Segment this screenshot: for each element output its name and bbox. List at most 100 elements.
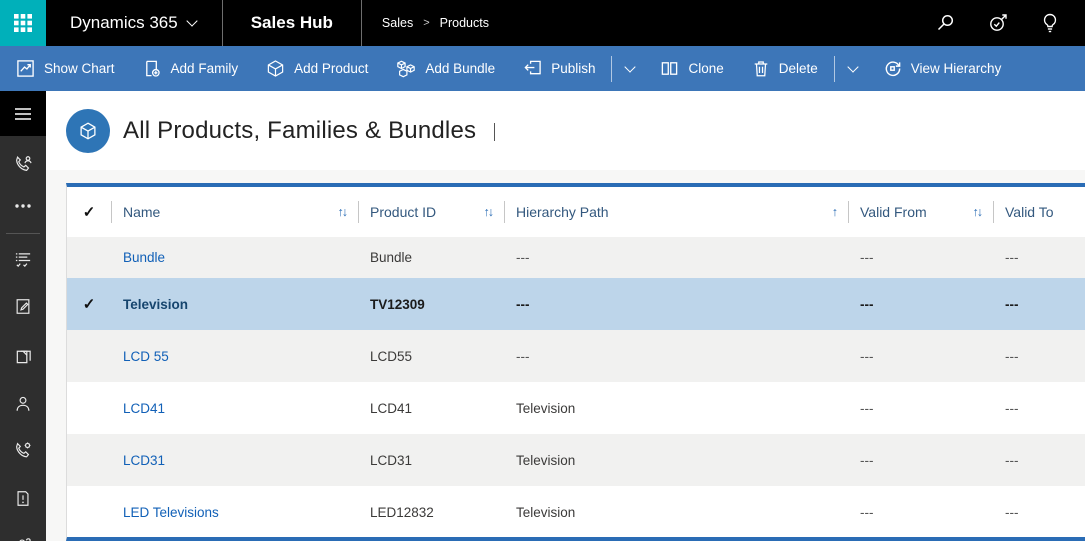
product-id-cell: TV12309	[370, 296, 425, 312]
valid-from-cell: ---	[860, 348, 874, 364]
phone-person-icon	[16, 156, 32, 171]
command-divider	[611, 55, 613, 82]
table-row-selected[interactable]: ✓ Television TV12309 --- --- ---	[67, 278, 1085, 330]
sidebar-item-phone-contact[interactable]	[0, 152, 46, 176]
show-chart-label: Show Chart	[44, 61, 115, 76]
product-id-cell: LCD55	[370, 348, 413, 364]
app-name-menu[interactable]: Dynamics 365	[46, 0, 222, 46]
column-header-valid-from[interactable]: Valid From ↑↓	[848, 187, 993, 237]
trash-icon	[754, 61, 768, 77]
valid-to-cell: ---	[1005, 452, 1019, 468]
command-divider	[833, 55, 835, 82]
topbar-divider	[360, 0, 362, 46]
product-name-link[interactable]: Bundle	[123, 250, 166, 265]
view-hierarchy-label: View Hierarchy	[910, 61, 1002, 76]
add-bundle-label: Add Bundle	[425, 61, 496, 76]
show-chart-button[interactable]: Show Chart	[2, 46, 129, 91]
valid-to-cell: ---	[1005, 400, 1019, 416]
sidebar-divider	[6, 233, 40, 234]
sort-ascending-icon: ↑	[831, 205, 838, 219]
sidebar-item-contacts[interactable]	[0, 391, 46, 415]
table-row[interactable]: Bundle Bundle --- --- ---	[67, 237, 1085, 278]
circle-check-arrow-icon[interactable]	[987, 12, 1009, 34]
cube-icon	[80, 121, 96, 140]
table-row[interactable]: LED Televisions LED12832 Television --- …	[67, 486, 1085, 537]
publish-split-chevron[interactable]	[614, 46, 646, 91]
sort-icon: ↑↓	[337, 205, 348, 219]
table-row[interactable]: LCD 55 LCD55 --- --- ---	[67, 330, 1085, 382]
product-name-link[interactable]: LCD31	[123, 452, 166, 468]
row-select-cell[interactable]	[67, 330, 111, 382]
sidebar-item-phone-calls[interactable]	[0, 438, 46, 462]
product-name-link[interactable]: Television	[123, 296, 189, 312]
hierarchy-path-cell: ---	[516, 250, 530, 265]
top-navigation-bar: Dynamics 365 Sales Hub Sales > Products	[0, 0, 1085, 46]
valid-from-cell: ---	[860, 250, 874, 265]
breadcrumb-item-sales[interactable]: Sales	[381, 16, 414, 30]
delete-label: Delete	[778, 61, 818, 76]
view-selector-title[interactable]: All Products, Families & Bundles	[123, 116, 477, 144]
chevron-down-icon	[494, 122, 496, 141]
product-name-link[interactable]: LCD41	[123, 400, 166, 416]
view-header: All Products, Families & Bundles	[46, 91, 1085, 170]
app-launcher-button[interactable]	[0, 0, 46, 46]
row-select-cell[interactable]	[67, 237, 111, 278]
row-select-cell[interactable]: ✓	[67, 278, 111, 330]
search-icon[interactable]	[935, 13, 955, 33]
sidebar-item-cases[interactable]	[0, 486, 46, 510]
add-bundle-button[interactable]: Add Bundle	[382, 46, 509, 91]
breadcrumb-item-products[interactable]: Products	[439, 16, 489, 30]
sidebar-item-contact-help[interactable]	[0, 533, 46, 541]
publish-button[interactable]: Publish	[509, 46, 609, 91]
valid-from-cell: ---	[860, 400, 874, 416]
products-grid: ✓ Name ↑↓ Product ID ↑↓ Hierarchy Path ↑	[66, 183, 1085, 541]
clone-button[interactable]: Clone	[646, 46, 737, 91]
lightbulb-icon[interactable]	[1041, 13, 1059, 33]
cube-icon	[267, 60, 284, 77]
waffle-icon	[14, 14, 32, 32]
view-selector-chevron[interactable]	[494, 122, 496, 141]
sort-icon: ↑↓	[972, 205, 983, 219]
valid-from-cell: ---	[860, 504, 874, 520]
delete-button[interactable]: Delete	[738, 46, 832, 91]
hierarchy-path-cell: ---	[516, 296, 530, 312]
row-select-cell[interactable]	[67, 434, 111, 486]
sidebar-item-sales-scorecard[interactable]	[0, 248, 46, 272]
sidebar-item-more[interactable]	[0, 194, 46, 218]
topbar-divider	[221, 0, 223, 46]
hamburger-icon	[15, 107, 31, 120]
grid-region: ✓ Name ↑↓ Product ID ↑↓ Hierarchy Path ↑	[46, 170, 1085, 541]
add-family-label: Add Family	[170, 61, 239, 76]
clipboard-edit-icon	[16, 298, 30, 314]
hierarchy-icon	[885, 61, 901, 77]
valid-from-cell: ---	[860, 452, 874, 468]
delete-split-chevron[interactable]	[837, 46, 869, 91]
hierarchy-path-cell: Television	[516, 400, 576, 416]
product-name-link[interactable]: LCD 55	[123, 348, 169, 364]
column-header-hierarchy-path[interactable]: Hierarchy Path ↑	[504, 187, 848, 237]
select-all-column-header[interactable]: ✓	[67, 187, 111, 237]
row-select-cell[interactable]	[67, 486, 111, 537]
sidebar-item-activities[interactable]	[0, 294, 46, 318]
column-header-valid-to[interactable]: Valid To	[993, 187, 1085, 237]
publish-icon	[524, 60, 541, 75]
view-hierarchy-button[interactable]: View Hierarchy	[869, 46, 1016, 91]
person-question-icon	[19, 537, 31, 541]
product-name-link[interactable]: LED Televisions	[123, 504, 219, 520]
sitemap-toggle-button[interactable]	[0, 91, 46, 136]
column-header-product-id[interactable]: Product ID ↑↓	[358, 187, 504, 237]
column-header-name[interactable]: Name ↑↓	[111, 187, 358, 237]
valid-to-cell: ---	[1005, 250, 1019, 265]
ellipsis-icon	[15, 204, 31, 208]
add-family-button[interactable]: Add Family	[129, 46, 253, 91]
row-select-cell[interactable]	[67, 382, 111, 434]
sidebar-item-documents[interactable]	[0, 343, 46, 367]
hierarchy-path-cell: Television	[516, 452, 576, 468]
add-product-label: Add Product	[294, 61, 369, 76]
add-product-button[interactable]: Add Product	[252, 46, 382, 91]
page-alert-icon	[17, 490, 29, 506]
table-row[interactable]: LCD41 LCD41 Television --- ---	[67, 382, 1085, 434]
table-row[interactable]: LCD31 LCD31 Television --- ---	[67, 434, 1085, 486]
command-bar: Show Chart Add Family Add Product Add Bu…	[0, 46, 1085, 91]
chart-icon	[17, 60, 34, 77]
